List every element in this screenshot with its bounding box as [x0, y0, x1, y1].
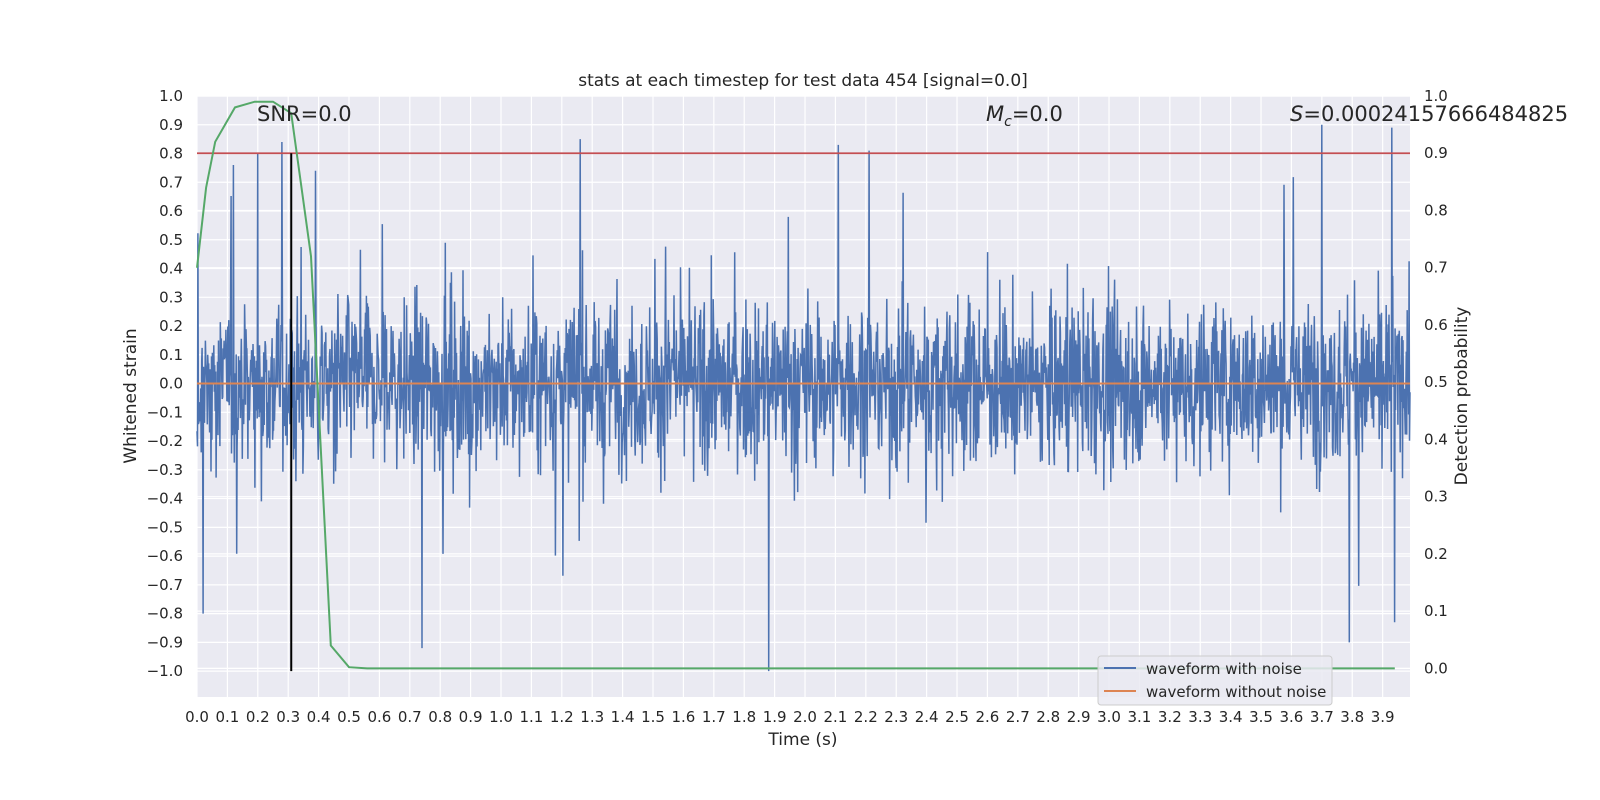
x-tick-label: 3.5 [1249, 708, 1273, 726]
x-tick-label: 0.4 [307, 708, 331, 726]
series-waveform-with-noise [196, 124, 1411, 672]
x-tick-label: 0.2 [246, 708, 270, 726]
x-tick-label: 1.5 [641, 708, 665, 726]
series-detection-probability [196, 100, 1395, 670]
y-tick-label: 0.2 [159, 317, 183, 335]
x-tick-labels: 0.0 0.1 0.2 0.3 0.4 0.5 0.6 0.7 0.8 0.9 1.0 1.1 1.2 1… [185, 708, 1394, 726]
snr-annotation: SNR=0.0 [257, 102, 352, 126]
y-tick-label: 0.9 [159, 116, 183, 134]
y2-tick-label: 0.4 [1424, 430, 1448, 448]
x-tick-label: 3.9 [1371, 708, 1395, 726]
x-tick-label: 3.0 [1097, 708, 1121, 726]
y-tick-label: −0.1 [147, 403, 183, 421]
x-tick-label: 2.1 [823, 708, 847, 726]
y2-tick-label: 0.3 [1424, 488, 1448, 506]
score-annotation: S=0.00024157666484825 [1290, 102, 1568, 126]
x-tick-label: 3.7 [1310, 708, 1334, 726]
y-tick-label: −0.9 [147, 633, 183, 651]
x-tick-label: 3.2 [1158, 708, 1182, 726]
x-tick-label: 2.8 [1036, 708, 1060, 726]
x-tick-label: 1.3 [580, 708, 604, 726]
y-tick-label: 0.7 [159, 173, 183, 191]
y-tick-label: −0.2 [147, 432, 183, 450]
x-axis-label: Time (s) [767, 730, 837, 750]
x-tick-label: 1.7 [702, 708, 726, 726]
x-tick-label: 2.9 [1067, 708, 1091, 726]
x-tick-label: 3.8 [1340, 708, 1364, 726]
x-tick-label: 2.2 [854, 708, 878, 726]
chirp-mass-subscript: c [1004, 114, 1012, 130]
y-tick-label: 0.0 [159, 375, 183, 393]
chirp-mass-annotation: Mc=0.0 [986, 102, 1063, 130]
x-tick-label: 3.6 [1280, 708, 1304, 726]
x-tick-label: 2.6 [975, 708, 999, 726]
waveform-with-noise-line [196, 124, 1411, 672]
x-tick-label: 1.2 [550, 708, 574, 726]
chirp-mass-symbol: M [986, 102, 1004, 126]
legend-label-clean: waveform without noise [1146, 683, 1326, 701]
y-tick-label: 0.1 [159, 346, 183, 364]
y2-tick-label: 0.8 [1424, 201, 1448, 219]
y-tick-label: 1.0 [159, 87, 183, 105]
y2-tick-label: 0.0 [1424, 659, 1448, 677]
y-tick-label: −0.3 [147, 461, 183, 479]
chart-title: stats at each timestep for test data 454… [578, 71, 1028, 91]
chirp-mass-value: =0.0 [1012, 102, 1063, 126]
detection-probability-line [196, 100, 1395, 670]
y-tick-label: −0.7 [147, 576, 183, 594]
legend-box [1097, 655, 1333, 706]
x-tick-label: 2.3 [884, 708, 908, 726]
x-tick-label: 2.0 [793, 708, 817, 726]
legend-label-noise: waveform with noise [1146, 660, 1302, 678]
x-tick-label: 0.7 [398, 708, 422, 726]
x-tick-label: 1.0 [489, 708, 513, 726]
y2-tick-label: 0.9 [1424, 144, 1448, 162]
x-tick-label: 2.4 [915, 708, 939, 726]
x-tick-label: 0.6 [367, 708, 391, 726]
x-tick-label: 3.1 [1128, 708, 1152, 726]
y-tick-label: −0.5 [147, 518, 183, 536]
score-symbol: S [1290, 102, 1303, 126]
x-tick-label: 0.0 [185, 708, 209, 726]
y-tick-label: 0.4 [159, 260, 183, 278]
y-tick-label: 0.8 [159, 145, 183, 163]
x-tick-label: 1.4 [611, 708, 635, 726]
legend: waveform with noise waveform without noi… [1097, 655, 1333, 706]
x-tick-label: 1.9 [763, 708, 787, 726]
y2-tick-label: 1.0 [1424, 87, 1448, 105]
x-tick-label: 2.7 [1006, 708, 1030, 726]
y2-tick-label: 0.7 [1424, 259, 1448, 277]
x-tick-label: 0.1 [215, 708, 239, 726]
x-tick-label: 0.8 [428, 708, 452, 726]
y-tick-label: 0.6 [159, 202, 183, 220]
y2-tick-label: 0.5 [1424, 373, 1448, 391]
score-value: =0.00024157666484825 [1303, 102, 1568, 126]
y-tick-labels: 1.0 0.9 0.8 0.7 0.6 0.5 0.4 0.3 0.2 0.1 0.0 −0.1 −0.… [147, 87, 183, 680]
x-tick-label: 3.4 [1219, 708, 1243, 726]
y2-tick-label: 0.6 [1424, 316, 1448, 334]
x-tick-label: 1.8 [732, 708, 756, 726]
x-tick-label: 1.6 [671, 708, 695, 726]
x-tick-label: 1.1 [519, 708, 543, 726]
y-tick-label: −1.0 [147, 662, 183, 680]
y2-tick-label: 0.1 [1424, 602, 1448, 620]
x-tick-label: 2.5 [945, 708, 969, 726]
y-axis-label: Whitened strain [121, 328, 141, 463]
x-tick-label: 0.9 [459, 708, 483, 726]
y-tick-label: −0.8 [147, 605, 183, 623]
y2-tick-label: 0.2 [1424, 545, 1448, 563]
y2-tick-labels: 1.0 0.9 0.8 0.7 0.6 0.5 0.4 0.3 0.2 0.1 0.0 [1424, 87, 1448, 677]
y-tick-label: 0.5 [159, 231, 183, 249]
y-tick-label: −0.6 [147, 547, 183, 565]
y2-axis-label: Detection probability [1452, 307, 1472, 486]
x-tick-label: 0.5 [337, 708, 361, 726]
y-tick-label: 0.3 [159, 288, 183, 306]
x-tick-label: 3.3 [1188, 708, 1212, 726]
y-tick-label: −0.4 [147, 490, 183, 508]
x-tick-label: 0.3 [276, 708, 300, 726]
